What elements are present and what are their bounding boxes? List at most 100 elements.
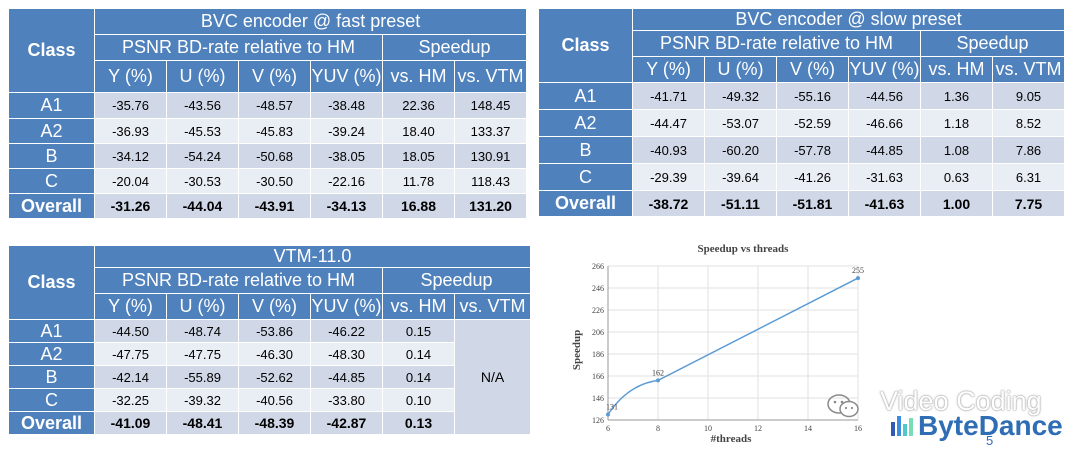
- table-cell: -60.20: [704, 136, 777, 164]
- row-class-label: Overall: [8, 411, 95, 435]
- row-class-label: A1: [8, 319, 95, 343]
- wechat-icon: [827, 394, 859, 418]
- table-cell: -44.04: [166, 193, 239, 219]
- x-tick-label: 14: [804, 424, 812, 433]
- table-cell: 0.10: [382, 388, 455, 412]
- y-tick-label: 266: [592, 262, 604, 271]
- table-cell: -20.04: [94, 168, 167, 194]
- table-row: C -29.39 -39.64 -41.26 -31.63 0.63 6.31: [538, 163, 1066, 191]
- row-class-label: A1: [538, 82, 633, 110]
- table-cell: -30.53: [166, 168, 239, 194]
- row-class-label: C: [8, 168, 95, 194]
- speedup-group-header: Speedup: [381, 267, 532, 294]
- table-cell: 1.18: [920, 109, 993, 137]
- table-cell: -32.25: [94, 388, 167, 412]
- table-cell: -38.48: [310, 92, 383, 119]
- table-cell: 7.75: [991, 190, 1066, 217]
- x-tick-label: 16: [854, 424, 862, 433]
- table-cell: -48.74: [166, 319, 239, 343]
- col-header: V (%): [238, 60, 311, 93]
- data-label: 162: [652, 368, 664, 377]
- table-row: B -42.14 -55.89 -52.62 -44.85 0.14: [8, 365, 531, 389]
- col-header: vs. VTM: [453, 60, 528, 93]
- col-header: V (%): [776, 56, 849, 83]
- table-cell: -43.91: [238, 193, 311, 219]
- table-row: B -34.12 -54.24 -50.68 -38.05 18.05 130.…: [8, 143, 528, 169]
- table-row: A2 -44.47 -53.07 -52.59 -46.66 1.18 8.52: [538, 109, 1066, 137]
- table-cell: 11.78: [382, 168, 455, 194]
- table-cell: -47.75: [166, 342, 239, 366]
- y-tick-label: 146: [592, 394, 604, 403]
- table-cell: -41.71: [632, 82, 705, 110]
- table-cell: -45.83: [238, 118, 311, 144]
- table-cell: -55.16: [776, 82, 849, 110]
- row-class-label: B: [8, 143, 95, 169]
- table-cell: -48.41: [166, 411, 239, 435]
- psnr-group-header: PSNR BD-rate relative to HM: [94, 267, 383, 294]
- chart-axes: [607, 266, 858, 421]
- y-tick-label: 206: [592, 328, 604, 337]
- table-cell: -57.78: [776, 136, 849, 164]
- table-cell: -53.07: [704, 109, 777, 137]
- col-header: V (%): [238, 293, 311, 320]
- speedup-group-header: Speedup: [919, 30, 1066, 57]
- row-class-label: Overall: [8, 193, 95, 219]
- table-cell: -38.72: [632, 190, 705, 217]
- table-cell: 131.20: [453, 193, 528, 219]
- col-header: Y (%): [632, 56, 705, 83]
- table-cell: -39.24: [310, 118, 383, 144]
- vtm-table: Class VTM-11.0 PSNR BD-rate relative to …: [8, 245, 532, 435]
- row-class-label: A2: [8, 342, 95, 366]
- table-cell: -35.76: [94, 92, 167, 119]
- table-row-overall: Overall -41.09 -48.41 -48.39 -42.87 0.13: [8, 411, 531, 435]
- row-class-label: A1: [8, 92, 95, 119]
- row-class-label: A2: [538, 109, 633, 137]
- table-row: A1 -35.76 -43.56 -48.57 -38.48 22.36 148…: [8, 92, 528, 119]
- table-cell: -48.57: [238, 92, 311, 119]
- table-cell: -30.50: [238, 168, 311, 194]
- row-class-label: A2: [8, 118, 95, 144]
- x-tick-label: 8: [656, 424, 660, 433]
- table-cell: -48.39: [238, 411, 311, 435]
- col-header: U (%): [704, 56, 777, 83]
- table-cell: -29.39: [632, 163, 705, 191]
- table-cell: -42.14: [94, 365, 167, 389]
- table-cell: -44.47: [632, 109, 705, 137]
- table-cell: -53.86: [238, 319, 311, 343]
- table-cell: -50.68: [238, 143, 311, 169]
- table-cell: -55.89: [166, 365, 239, 389]
- table-cell: -41.63: [848, 190, 921, 217]
- table-cell: -43.56: [166, 92, 239, 119]
- table-cell: 0.14: [382, 365, 455, 389]
- chart-title: Speedup vs threads: [698, 243, 790, 255]
- col-header: YUV (%): [310, 60, 383, 93]
- table-cell: 8.52: [991, 109, 1066, 137]
- table-row: B -40.93 -60.20 -57.78 -44.85 1.08 7.86: [538, 136, 1066, 164]
- table-cell: -38.05: [310, 143, 383, 169]
- chart-ticks: 126 146 166 186 206 226 246 266 6 8 10 12 14 16: [592, 262, 862, 433]
- table-cell: -36.93: [94, 118, 167, 144]
- x-tick-label: 10: [704, 424, 712, 433]
- table-cell: -44.50: [94, 319, 167, 343]
- y-tick-label: 246: [592, 284, 604, 293]
- slow-preset-table: Class BVC encoder @ slow preset PSNR BD-…: [538, 8, 1066, 217]
- table-cell: -34.12: [94, 143, 167, 169]
- table-cell: -33.80: [310, 388, 383, 412]
- table-cell: -44.56: [848, 82, 921, 110]
- table-cell: 9.05: [991, 82, 1066, 110]
- bytedance-logo-text: ByteDance: [918, 410, 1063, 441]
- table-cell: -51.11: [704, 190, 777, 217]
- table-cell: 1.00: [920, 190, 993, 217]
- table-cell: 0.13: [382, 411, 455, 435]
- table-cell: -49.32: [704, 82, 777, 110]
- table-cell: 0.63: [920, 163, 993, 191]
- table-cell: -44.85: [848, 136, 921, 164]
- data-point: [856, 276, 860, 281]
- x-tick-label: 12: [754, 424, 762, 433]
- table-cell: 118.43: [453, 168, 528, 194]
- page-number: 5: [986, 433, 994, 448]
- table-cell: 22.36: [382, 92, 455, 119]
- table-cell: -41.09: [94, 411, 167, 435]
- data-label: 131: [606, 403, 618, 412]
- table-cell: -45.53: [166, 118, 239, 144]
